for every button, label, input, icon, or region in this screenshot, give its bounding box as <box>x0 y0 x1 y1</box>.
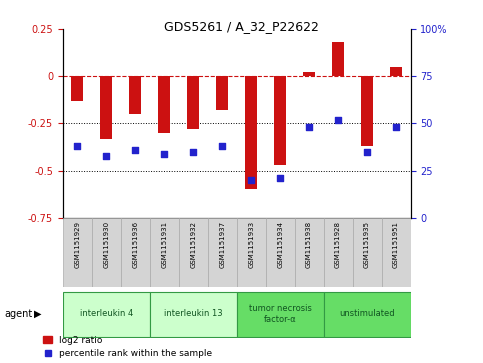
Bar <box>332 42 344 76</box>
FancyBboxPatch shape <box>179 218 208 287</box>
Bar <box>216 76 228 110</box>
Text: interleukin 4: interleukin 4 <box>80 310 133 318</box>
FancyBboxPatch shape <box>121 218 150 287</box>
Text: ▶: ▶ <box>34 309 42 319</box>
Text: tumor necrosis
factor-α: tumor necrosis factor-α <box>249 304 312 324</box>
FancyBboxPatch shape <box>208 218 237 287</box>
Point <box>276 175 284 181</box>
Text: GSM1151937: GSM1151937 <box>219 221 225 268</box>
Point <box>247 177 255 183</box>
FancyBboxPatch shape <box>237 218 266 287</box>
FancyBboxPatch shape <box>63 218 92 287</box>
Legend: log2 ratio, percentile rank within the sample: log2 ratio, percentile rank within the s… <box>43 336 213 359</box>
FancyBboxPatch shape <box>150 218 179 287</box>
FancyBboxPatch shape <box>324 292 411 337</box>
Text: GSM1151938: GSM1151938 <box>306 221 312 268</box>
Point <box>189 149 197 155</box>
Bar <box>129 76 141 114</box>
Point <box>218 143 226 149</box>
Bar <box>303 73 315 76</box>
Point <box>160 151 168 156</box>
Bar <box>100 76 112 139</box>
Text: GSM1151934: GSM1151934 <box>277 221 283 268</box>
Text: GSM1151932: GSM1151932 <box>190 221 196 268</box>
Point <box>334 117 342 123</box>
Text: GSM1151931: GSM1151931 <box>161 221 167 268</box>
Point <box>305 124 313 130</box>
Bar <box>245 76 257 189</box>
Bar <box>390 67 402 76</box>
Bar <box>274 76 286 165</box>
Bar <box>361 76 373 146</box>
Text: interleukin 13: interleukin 13 <box>164 310 223 318</box>
FancyBboxPatch shape <box>150 292 237 337</box>
Text: GSM1151929: GSM1151929 <box>74 221 80 268</box>
Point <box>363 149 371 155</box>
Text: agent: agent <box>5 309 33 319</box>
FancyBboxPatch shape <box>237 292 324 337</box>
FancyBboxPatch shape <box>382 218 411 287</box>
FancyBboxPatch shape <box>92 218 121 287</box>
FancyBboxPatch shape <box>266 218 295 287</box>
Bar <box>187 76 199 129</box>
Point <box>131 147 139 153</box>
Point <box>102 152 110 158</box>
Point <box>73 143 81 149</box>
Text: unstimulated: unstimulated <box>339 310 395 318</box>
FancyBboxPatch shape <box>353 218 382 287</box>
Text: GSM1151951: GSM1151951 <box>393 221 399 268</box>
Bar <box>158 76 170 133</box>
Text: GSM1151935: GSM1151935 <box>364 221 370 268</box>
FancyBboxPatch shape <box>295 218 324 287</box>
Text: GSM1151936: GSM1151936 <box>132 221 138 268</box>
FancyBboxPatch shape <box>63 292 150 337</box>
Text: GDS5261 / A_32_P22622: GDS5261 / A_32_P22622 <box>164 20 319 33</box>
Text: GSM1151928: GSM1151928 <box>335 221 341 268</box>
Point <box>392 124 400 130</box>
Text: GSM1151933: GSM1151933 <box>248 221 254 268</box>
Text: GSM1151930: GSM1151930 <box>103 221 109 268</box>
FancyBboxPatch shape <box>324 218 353 287</box>
Bar <box>71 76 83 101</box>
